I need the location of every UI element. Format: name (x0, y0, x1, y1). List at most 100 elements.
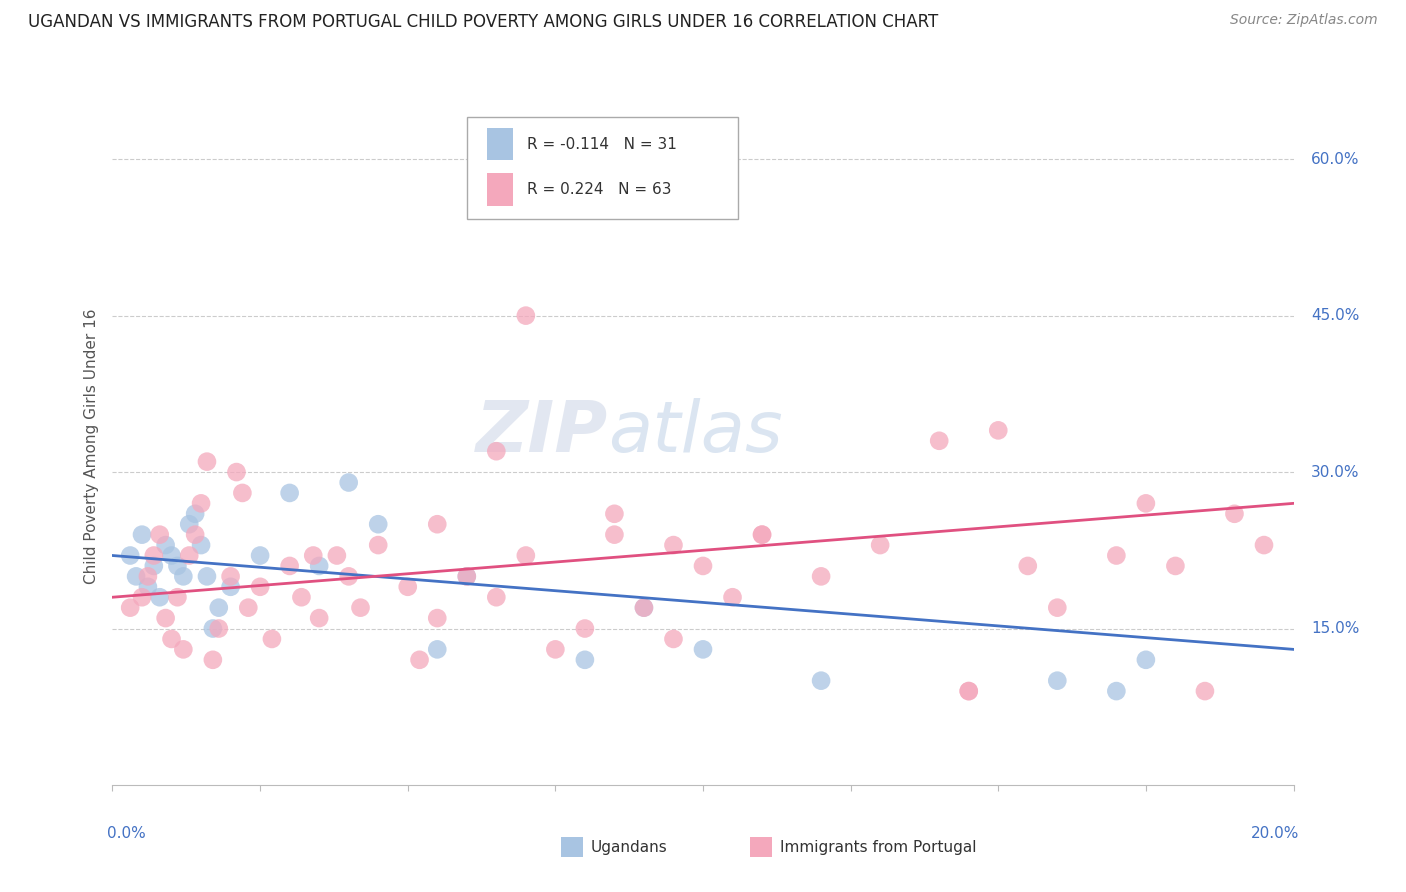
Point (208, 622, 231, 636)
Point (238, 600, 260, 615)
Point (1017, 558, 1039, 573)
Point (326, 549, 349, 563)
Point (290, 591, 312, 605)
Text: atlas: atlas (609, 398, 783, 467)
Point (603, 527, 626, 541)
Text: 60.0%: 60.0% (1312, 152, 1360, 167)
Point (160, 549, 183, 563)
Point (195, 569, 218, 583)
Point (172, 642, 194, 657)
Point (308, 611, 330, 625)
Point (225, 465, 247, 479)
Text: 30.0%: 30.0% (1312, 465, 1360, 480)
Point (485, 444, 508, 458)
Point (160, 632, 183, 646)
Point (120, 549, 142, 563)
Point (201, 622, 224, 636)
Bar (561, 838, 582, 857)
Point (426, 517, 449, 532)
Point (1164, 558, 1187, 573)
Point (957, 684, 980, 698)
Text: UGANDAN VS IMMIGRANTS FROM PORTUGAL CHILD POVERTY AMONG GIRLS UNDER 16 CORRELATI: UGANDAN VS IMMIGRANTS FROM PORTUGAL CHIL… (28, 13, 938, 31)
Point (231, 486, 253, 500)
Point (456, 569, 478, 583)
Point (337, 475, 360, 490)
Point (692, 642, 714, 657)
Point (179, 549, 201, 563)
Bar (486, 128, 513, 161)
FancyBboxPatch shape (467, 117, 738, 219)
Point (308, 558, 330, 573)
Point (195, 455, 218, 469)
Point (1135, 653, 1157, 667)
Point (426, 611, 449, 625)
Point (184, 527, 207, 541)
Point (633, 600, 655, 615)
Point (136, 580, 159, 594)
Point (249, 549, 271, 563)
Point (131, 591, 153, 605)
Point (149, 527, 172, 541)
Text: ZIP: ZIP (477, 398, 609, 467)
Point (349, 600, 371, 615)
Point (120, 600, 142, 615)
Point (928, 434, 950, 448)
Text: Source: ZipAtlas.com: Source: ZipAtlas.com (1230, 13, 1378, 28)
Point (1223, 507, 1246, 521)
Point (1135, 496, 1157, 510)
Point (142, 549, 165, 563)
Point (485, 591, 508, 605)
Point (426, 642, 449, 657)
Point (278, 558, 301, 573)
Text: R = 0.224   N = 63: R = 0.224 N = 63 (527, 182, 672, 197)
Point (249, 580, 271, 594)
Point (456, 569, 478, 583)
Point (136, 569, 159, 583)
Point (179, 517, 201, 532)
Point (166, 591, 188, 605)
Text: R = -0.114   N = 31: R = -0.114 N = 31 (527, 136, 676, 152)
Point (302, 549, 325, 563)
Point (1046, 673, 1069, 688)
Point (1105, 549, 1128, 563)
Point (574, 622, 596, 636)
Point (1253, 538, 1275, 552)
Text: Immigrants from Portugal: Immigrants from Portugal (780, 840, 976, 855)
Point (603, 507, 626, 521)
Point (751, 527, 773, 541)
Text: 15.0%: 15.0% (1312, 621, 1360, 636)
Point (515, 309, 537, 323)
Point (125, 569, 148, 583)
Point (751, 527, 773, 541)
Point (172, 569, 194, 583)
Point (396, 580, 419, 594)
Text: 45.0%: 45.0% (1312, 308, 1360, 323)
Point (367, 538, 389, 552)
Point (166, 558, 188, 573)
Point (367, 517, 389, 532)
Point (810, 673, 832, 688)
Point (408, 653, 430, 667)
Point (184, 507, 207, 521)
Point (574, 653, 596, 667)
Point (260, 632, 283, 646)
Point (278, 486, 301, 500)
Point (544, 642, 567, 657)
Point (692, 558, 714, 573)
Point (190, 496, 212, 510)
Text: 20.0%: 20.0% (1251, 826, 1299, 840)
Y-axis label: Child Poverty Among Girls Under 16: Child Poverty Among Girls Under 16 (84, 309, 100, 583)
Point (869, 538, 891, 552)
Point (142, 558, 165, 573)
Point (219, 580, 242, 594)
Point (149, 591, 172, 605)
Point (810, 569, 832, 583)
Point (662, 538, 685, 552)
Point (337, 569, 360, 583)
Point (662, 632, 685, 646)
Bar (486, 173, 513, 206)
Point (1105, 684, 1128, 698)
Point (208, 600, 231, 615)
Point (155, 611, 177, 625)
Point (219, 569, 242, 583)
